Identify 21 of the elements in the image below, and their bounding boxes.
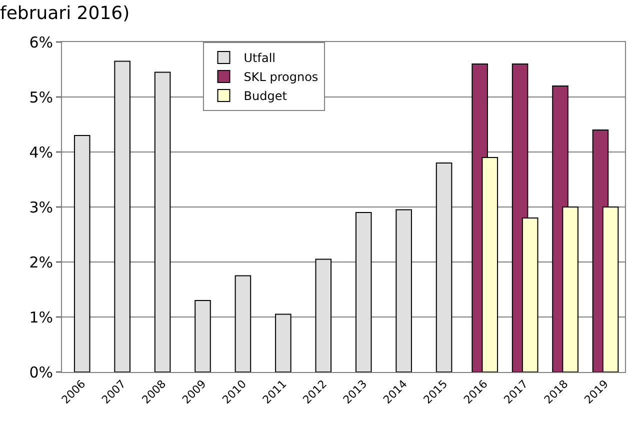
y-tick-label: 1% [29, 308, 53, 326]
y-tick-label: 5% [29, 88, 53, 106]
y-tick-label: 4% [29, 143, 53, 162]
bar [74, 135, 90, 372]
y-tick-label: 6% [29, 33, 53, 52]
bar [396, 209, 412, 372]
chart-title: februari 2016) [0, 3, 130, 24]
legend-label: Utfall [244, 51, 276, 66]
bar [275, 314, 292, 372]
y-tick-label: 2% [29, 253, 53, 272]
bar [355, 212, 372, 372]
legend-label: SKL prognos [244, 70, 318, 84]
bar [194, 300, 211, 372]
bar [315, 258, 332, 372]
bar [154, 72, 171, 372]
y-tick-label: 0% [29, 363, 53, 382]
bar [234, 275, 252, 372]
y-tick-label: 3% [29, 198, 53, 216]
bar [436, 162, 452, 372]
bar [114, 60, 130, 372]
legend-label: Budget [244, 89, 288, 104]
